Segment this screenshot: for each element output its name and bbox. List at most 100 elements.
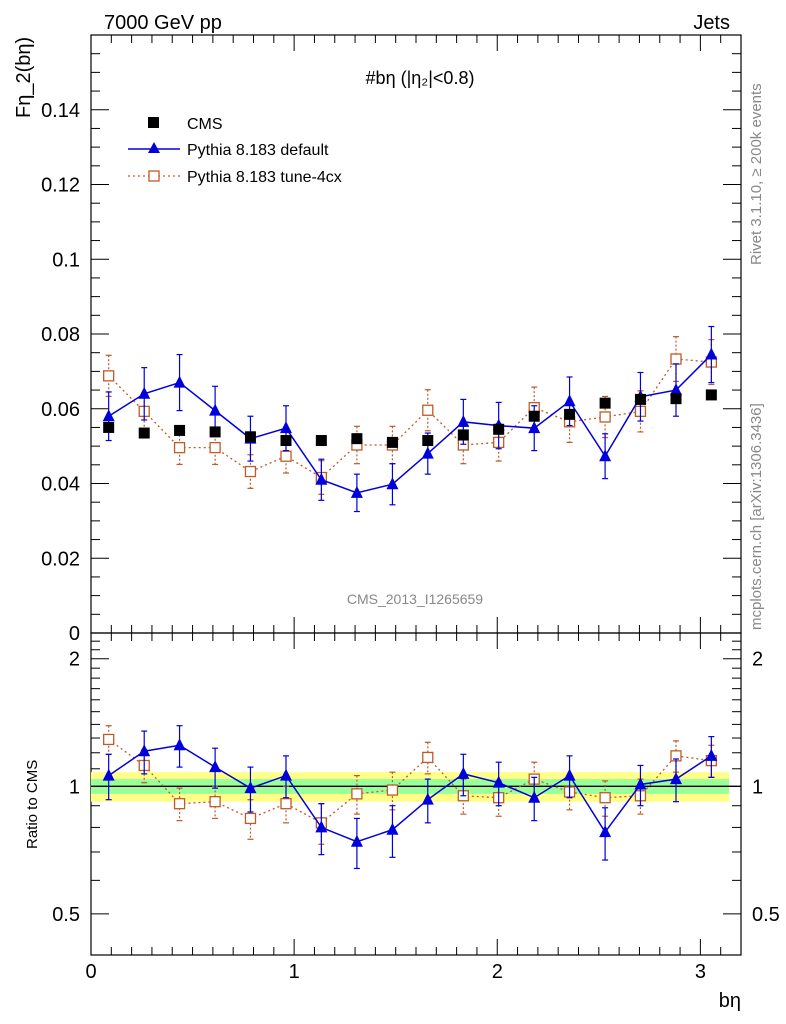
y-tick-label: 0.12 [41,175,80,197]
legend: CMS Pythia 8.183 default Pythia 8.183 tu… [128,116,342,186]
ratio-default-point [173,738,186,751]
tune-point [599,411,611,423]
default-point [705,347,718,360]
ratio-tick-label-right: 0.5 [752,904,780,926]
cms-point [138,427,150,439]
cms-point [564,408,576,420]
x-tick-label: 2 [492,961,503,983]
header-energy: 7000 GeV pp [104,12,222,34]
default-point [528,421,541,434]
tune-point [280,450,292,462]
tune-point [173,441,186,454]
ratio-default-point [280,768,292,781]
ratio-default-point [492,775,505,788]
y-tick-label: 0 [69,623,80,645]
legend-default-marker [148,142,160,153]
series-default-line [108,354,712,494]
ratio-y-axis-label: Ratio to CMS [24,760,41,849]
y-tick-label: 0.02 [41,548,80,570]
ratio-tune-line [108,738,712,824]
ratio-tune-point [599,792,611,804]
y-tick-label: 0.14 [41,100,80,122]
series-tune-line [108,358,712,479]
ratio-default-point [421,792,434,805]
default-point [280,421,292,434]
default-point [670,383,682,396]
legend-cms-marker [148,117,159,128]
default-point [138,386,151,399]
ratio-tune-point [422,751,434,764]
mcplots-label: mcplots.cern.ch [arXiv:1306.3436] [748,403,765,630]
legend-tune-label: Pythia 8.183 tune-4cx [187,169,342,186]
chart-title: #bη (|η₂|<0.8) [366,68,475,88]
ratio-default-point [599,825,612,838]
y-axis-label: Fη_2(bη) [13,37,35,118]
default-point [599,449,612,462]
ratio-tick-label-right: 2 [752,649,763,671]
default-point [386,477,399,490]
cms-point [528,410,540,422]
default-point [209,403,222,416]
y-tick-label: 0.06 [41,399,80,421]
y-tick-label: 0.08 [41,324,80,346]
tune-point [209,441,221,454]
ratio-tune-point [244,812,257,825]
ratio-default-point [209,760,222,773]
cms-point [422,435,434,447]
cms-point [670,393,682,405]
cms-point [493,423,505,435]
default-point [315,472,328,485]
ratio-default-point [563,768,576,781]
analysis-watermark: CMS_2013_I1265659 [347,591,483,607]
legend-default-label: Pythia 8.183 default [187,142,329,159]
default-point [563,394,576,407]
ratio-default-point [705,748,718,761]
tune-point [244,465,257,478]
cms-point [457,429,469,441]
cms-point [315,435,327,447]
ratio-default-point [138,744,151,757]
ratio-tick-label: 2 [69,649,80,671]
cms-point [634,393,646,405]
rivet-label: Rivet 3.1.10, ≥ 200k events [748,83,765,265]
cms-point [103,421,115,433]
ratio-default-point [102,768,115,781]
ratio-default-point [670,772,682,785]
ratio-default-point [634,777,647,790]
tune-point [103,370,115,382]
header-jets: Jets [693,12,730,34]
legend-cms-label: CMS [187,116,223,133]
legend-tune-marker [148,170,160,182]
cms-point [599,397,611,409]
ratio-default-point [244,781,257,794]
y-tick-label: 0.1 [52,249,80,271]
default-point [102,409,115,422]
cms-point [280,435,292,447]
ratio-tune-point [351,788,363,800]
tune-point [670,353,682,365]
default-point [457,414,470,427]
ratio-tune-point [386,784,399,796]
cms-point [174,424,186,436]
ratio-tick-label-right: 1 [752,776,763,798]
ratio-default-point [528,790,541,803]
ratio-default-point [350,834,363,847]
data-series [102,325,718,870]
cms-point [209,426,221,438]
cms-point [244,431,256,443]
default-point [421,446,434,459]
ratio-tune-point [280,798,292,810]
tune-point [422,404,434,416]
ratio-tune-point [173,798,186,810]
cms-point [351,433,363,445]
axis-ticks: 0 1 2 3 0 0.02 0.04 0.06 0.08 0.1 0.12 0.14 0.5 0.5 1 1… [41,34,780,983]
ratio-default-point [457,766,470,779]
ratio-tune-point [209,796,221,808]
x-axis-label: bη [719,990,741,1012]
x-tick-label: 1 [289,961,300,983]
ratio-tick-label: 1 [69,776,80,798]
cms-point [386,436,398,448]
ratio-default-line [108,744,712,843]
ratio-tune-point [103,733,115,746]
